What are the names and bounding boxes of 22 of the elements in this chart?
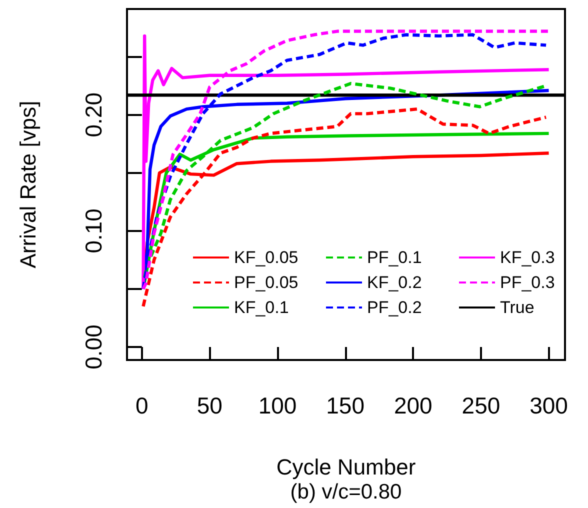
text: (b) v/c=0.80 <box>290 480 402 504</box>
legend-label: True <box>500 298 534 317</box>
x-tick-label: 200 <box>394 392 432 418</box>
legend-label: KF_0.1 <box>234 298 289 317</box>
y-axis-title: Arrival Rate [vps] <box>16 100 40 268</box>
x-tick-label: 300 <box>530 392 568 418</box>
legend-label: KF_0.05 <box>234 248 298 267</box>
legend-label: KF_0.3 <box>500 248 555 267</box>
y-tick-label: 0.20 <box>80 92 106 138</box>
legend-label: KF_0.2 <box>367 273 422 292</box>
legend-label: PF_0.05 <box>234 273 298 292</box>
y-tick-label: 0.00 <box>80 324 106 370</box>
x-tick-label: 250 <box>462 392 500 418</box>
x-tick-label: 150 <box>326 392 365 418</box>
x-axis-title: Cycle Number <box>276 454 416 480</box>
legend-label: PF_0.3 <box>500 273 555 292</box>
x-tick-label: 0 <box>135 392 148 418</box>
legend-label: PF_0.1 <box>367 248 422 267</box>
legend-label: PF_0.2 <box>367 298 422 317</box>
y-tick-label: 0.10 <box>80 208 106 254</box>
x-tick-label: 100 <box>258 392 297 418</box>
x-tick-label: 50 <box>196 392 222 418</box>
